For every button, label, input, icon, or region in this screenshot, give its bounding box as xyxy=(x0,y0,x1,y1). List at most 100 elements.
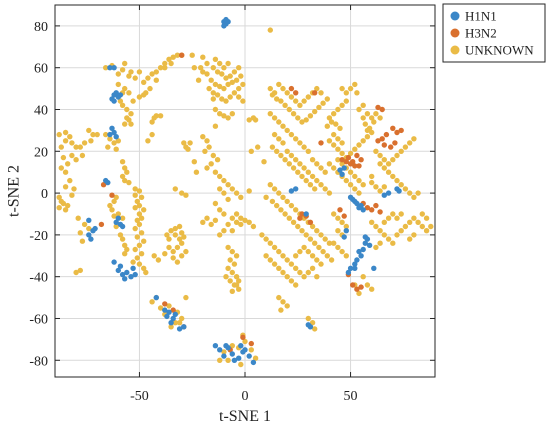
data-point xyxy=(284,274,290,280)
data-point xyxy=(170,315,176,322)
data-point xyxy=(385,190,392,196)
data-point xyxy=(166,56,172,62)
data-point xyxy=(132,271,138,278)
data-point xyxy=(411,215,417,221)
data-point xyxy=(305,315,311,322)
data-point xyxy=(407,236,413,242)
data-point xyxy=(231,90,238,96)
data-point xyxy=(299,173,305,180)
data-point xyxy=(267,111,273,117)
data-point xyxy=(130,259,136,265)
data-point xyxy=(176,223,183,230)
data-point xyxy=(373,202,379,209)
data-point xyxy=(195,77,202,83)
data-point xyxy=(132,192,138,198)
data-point xyxy=(221,23,227,29)
data-point xyxy=(212,217,219,223)
data-point xyxy=(223,75,229,81)
data-point xyxy=(335,228,341,234)
data-point xyxy=(267,182,273,188)
data-point xyxy=(147,85,153,92)
data-point xyxy=(229,79,235,86)
data-point xyxy=(153,69,159,75)
data-point xyxy=(217,60,223,67)
data-point xyxy=(377,240,383,246)
data-point xyxy=(356,106,362,113)
data-point xyxy=(263,194,269,200)
data-point xyxy=(128,111,134,117)
data-point xyxy=(107,136,113,142)
data-point xyxy=(301,144,307,150)
x-tick-label: -50 xyxy=(130,389,149,404)
data-point xyxy=(62,169,69,175)
data-point xyxy=(189,52,195,58)
data-point xyxy=(141,92,147,98)
data-point xyxy=(331,111,337,117)
data-point xyxy=(423,228,430,234)
legend-entry-label: UNKNOWN xyxy=(465,43,534,58)
data-point xyxy=(174,259,181,265)
data-point xyxy=(379,106,385,113)
data-point xyxy=(331,165,337,171)
data-point xyxy=(381,192,387,198)
data-point xyxy=(81,140,88,146)
data-point xyxy=(381,232,387,238)
y-tick-label: 40 xyxy=(34,103,48,118)
data-point xyxy=(162,60,168,67)
data-point xyxy=(223,274,229,280)
data-point xyxy=(271,186,278,192)
data-point xyxy=(293,265,299,271)
data-point xyxy=(343,90,349,96)
data-point xyxy=(326,138,333,144)
data-point xyxy=(115,267,122,274)
data-point xyxy=(71,186,77,192)
data-point xyxy=(179,253,185,259)
data-point xyxy=(103,65,109,71)
data-point xyxy=(210,65,216,71)
data-point xyxy=(109,125,115,131)
data-point xyxy=(119,102,126,109)
data-point xyxy=(288,188,295,194)
data-point xyxy=(217,173,223,180)
data-point xyxy=(343,177,349,184)
data-point xyxy=(113,134,119,140)
data-point xyxy=(259,232,265,238)
data-point xyxy=(155,257,162,263)
data-point xyxy=(314,85,320,92)
data-point xyxy=(284,127,290,134)
data-point xyxy=(326,240,333,246)
data-point xyxy=(352,146,358,152)
data-point xyxy=(217,347,223,353)
data-point xyxy=(394,177,400,184)
data-point xyxy=(341,165,347,171)
data-point xyxy=(248,148,254,154)
data-point xyxy=(312,240,318,246)
legend-box xyxy=(442,3,546,63)
data-point xyxy=(166,236,172,242)
data-point xyxy=(369,286,375,292)
data-point xyxy=(153,77,159,83)
data-point xyxy=(122,85,128,92)
data-point xyxy=(141,238,147,244)
data-point xyxy=(299,211,305,217)
x-tick-labels: -50 0 50 xyxy=(130,389,357,404)
data-point xyxy=(297,161,303,167)
data-point xyxy=(274,96,280,102)
data-point xyxy=(208,161,214,167)
data-point xyxy=(149,131,155,138)
data-point xyxy=(295,115,301,121)
data-point xyxy=(309,173,316,180)
data-point xyxy=(179,315,185,322)
data-point xyxy=(231,261,238,267)
data-point xyxy=(347,182,354,188)
data-point xyxy=(280,253,286,259)
data-point xyxy=(208,77,214,83)
data-point xyxy=(381,219,387,225)
data-point xyxy=(360,207,366,213)
data-point xyxy=(62,184,69,190)
data-point xyxy=(115,211,122,217)
x-axis-label: t-SNE 1 xyxy=(219,408,271,425)
data-point xyxy=(132,225,138,232)
data-point xyxy=(293,253,299,259)
data-point xyxy=(79,238,86,244)
